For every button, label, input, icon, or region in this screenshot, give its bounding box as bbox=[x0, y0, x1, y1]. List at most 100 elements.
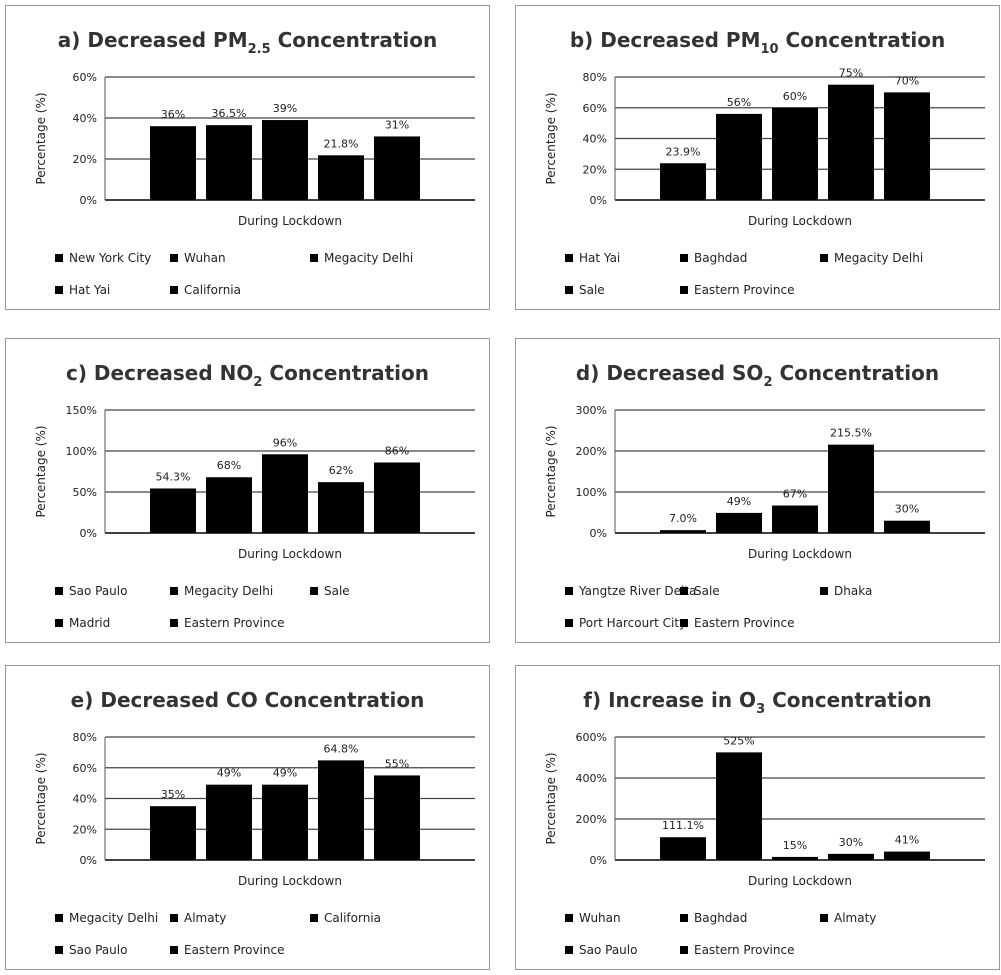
bar-4 bbox=[318, 155, 364, 200]
bar-2 bbox=[206, 477, 252, 533]
data-label-1: 23.9% bbox=[666, 145, 701, 158]
chart-svg-d: d) Decreased SO2 Concentration 0% 100% 200%… bbox=[515, 338, 1000, 643]
legend-swatch-5 bbox=[680, 946, 688, 954]
chart-panel-c: c) Decreased NO2 Concentration 0% 50% 100% 1… bbox=[5, 338, 490, 643]
chart-panel-b: b) Decreased PM10 Concentration 0% 20% 40% 6… bbox=[515, 5, 1000, 310]
data-label-5: 31% bbox=[385, 118, 409, 131]
x-axis-title: During Lockdown bbox=[238, 874, 342, 888]
y-tick-label: 200% bbox=[576, 445, 607, 458]
legend-swatch-4 bbox=[565, 286, 573, 294]
data-label-3: 96% bbox=[273, 436, 297, 449]
bar-1 bbox=[660, 163, 706, 200]
data-label-4: 75% bbox=[839, 67, 863, 80]
legend-label-5: California bbox=[184, 283, 241, 297]
legend-label-1: Yangtze River Delta bbox=[578, 584, 696, 598]
legend-label-3: Almaty bbox=[834, 911, 876, 925]
legend-swatch-1 bbox=[55, 254, 63, 262]
data-label-2: 49% bbox=[217, 767, 241, 780]
bar-2 bbox=[206, 125, 252, 200]
legend-label-4: Port Harcourt City bbox=[579, 616, 686, 630]
bar-3 bbox=[772, 107, 818, 200]
bar-4 bbox=[318, 482, 364, 533]
legend-swatch-3 bbox=[310, 587, 318, 595]
legend-label-5: Eastern Province bbox=[694, 943, 794, 957]
bar-4 bbox=[318, 760, 364, 860]
data-label-3: 60% bbox=[783, 90, 807, 103]
legend-label-2: Almaty bbox=[184, 911, 226, 925]
bar-5 bbox=[884, 520, 930, 533]
y-tick-label: 60% bbox=[73, 762, 97, 775]
chart-panel-e: e) Decreased CO Concentration 0% 20% 40% 60%… bbox=[5, 665, 490, 970]
bar-1 bbox=[660, 530, 706, 533]
bar-4 bbox=[828, 84, 874, 200]
data-label-5: 86% bbox=[385, 444, 409, 457]
y-tick-label: 50% bbox=[73, 486, 97, 499]
data-label-4: 30% bbox=[839, 836, 863, 849]
legend-label-4: Madrid bbox=[69, 616, 110, 630]
legend-swatch-4 bbox=[55, 286, 63, 294]
y-tick-label: 200% bbox=[576, 813, 607, 826]
y-tick-label: 80% bbox=[73, 731, 97, 744]
bar-1 bbox=[660, 837, 706, 860]
legend-label-5: Eastern Province bbox=[184, 943, 284, 957]
data-label-1: 54.3% bbox=[156, 470, 191, 483]
x-axis-title: During Lockdown bbox=[748, 214, 852, 228]
y-axis-title: Percentage (%) bbox=[544, 425, 558, 517]
legend-label-2: Wuhan bbox=[184, 251, 226, 265]
data-label-1: 111.1% bbox=[662, 819, 704, 832]
y-tick-label: 0% bbox=[80, 194, 97, 207]
legend-swatch-2 bbox=[680, 587, 688, 595]
legend-label-2: Baghdad bbox=[694, 911, 747, 925]
legend-swatch-1 bbox=[565, 914, 573, 922]
legend-swatch-2 bbox=[170, 587, 178, 595]
y-tick-label: 300% bbox=[576, 404, 607, 417]
chart-title: b) Decreased PM10 Concentration bbox=[570, 28, 945, 57]
data-label-4: 62% bbox=[329, 464, 353, 477]
y-tick-label: 20% bbox=[73, 153, 97, 166]
legend-swatch-3 bbox=[820, 254, 828, 262]
panel-frame bbox=[515, 338, 1000, 643]
x-axis-title: During Lockdown bbox=[238, 214, 342, 228]
data-label-4: 215.5% bbox=[830, 427, 872, 440]
y-axis-title: Percentage (%) bbox=[544, 92, 558, 184]
legend-label-1: Wuhan bbox=[579, 911, 621, 925]
legend-label-1: New York City bbox=[69, 251, 151, 265]
legend-swatch-1 bbox=[565, 587, 573, 595]
chart-svg-b: b) Decreased PM10 Concentration 0% 20% 40% 6… bbox=[515, 5, 1000, 310]
legend-swatch-3 bbox=[820, 587, 828, 595]
legend-swatch-3 bbox=[310, 914, 318, 922]
data-label-3: 15% bbox=[783, 839, 807, 852]
legend-label-3: Megacity Delhi bbox=[834, 251, 923, 265]
chart-svg-f: f) Increase in O3 Concentration 0% 200% 400… bbox=[515, 665, 1000, 970]
legend-swatch-2 bbox=[680, 914, 688, 922]
bar-4 bbox=[828, 444, 874, 533]
y-axis-title: Percentage (%) bbox=[34, 92, 48, 184]
chart-svg-a: a) Decreased PM2.5 Concentration 0% 20% 40%… bbox=[5, 5, 490, 310]
chart-title: c) Decreased NO2 Concentration bbox=[66, 361, 429, 390]
legend-swatch-1 bbox=[55, 914, 63, 922]
data-label-5: 55% bbox=[385, 757, 409, 770]
legend-label-2: Megacity Delhi bbox=[184, 584, 273, 598]
legend-swatch-4 bbox=[565, 946, 573, 954]
bar-5 bbox=[374, 775, 420, 860]
bar-3 bbox=[772, 856, 818, 860]
legend-swatch-1 bbox=[565, 254, 573, 262]
legend-swatch-5 bbox=[680, 286, 688, 294]
data-label-3: 67% bbox=[783, 488, 807, 501]
data-label-3: 49% bbox=[273, 767, 297, 780]
bar-5 bbox=[374, 136, 420, 200]
y-tick-label: 20% bbox=[73, 823, 97, 836]
y-tick-label: 0% bbox=[80, 527, 97, 540]
data-label-3: 39% bbox=[273, 102, 297, 115]
y-tick-label: 60% bbox=[583, 102, 607, 115]
data-label-2: 56% bbox=[727, 96, 751, 109]
y-axis-title: Percentage (%) bbox=[34, 425, 48, 517]
chart-title: f) Increase in O3 Concentration bbox=[583, 688, 931, 717]
bar-1 bbox=[150, 126, 196, 200]
legend-label-3: Dhaka bbox=[834, 584, 872, 598]
legend-label-3: Megacity Delhi bbox=[324, 251, 413, 265]
data-label-5: 41% bbox=[895, 834, 919, 847]
y-tick-label: 150% bbox=[66, 404, 97, 417]
chart-panel-a: a) Decreased PM2.5 Concentration 0% 20% 40%… bbox=[5, 5, 490, 310]
legend-swatch-2 bbox=[680, 254, 688, 262]
